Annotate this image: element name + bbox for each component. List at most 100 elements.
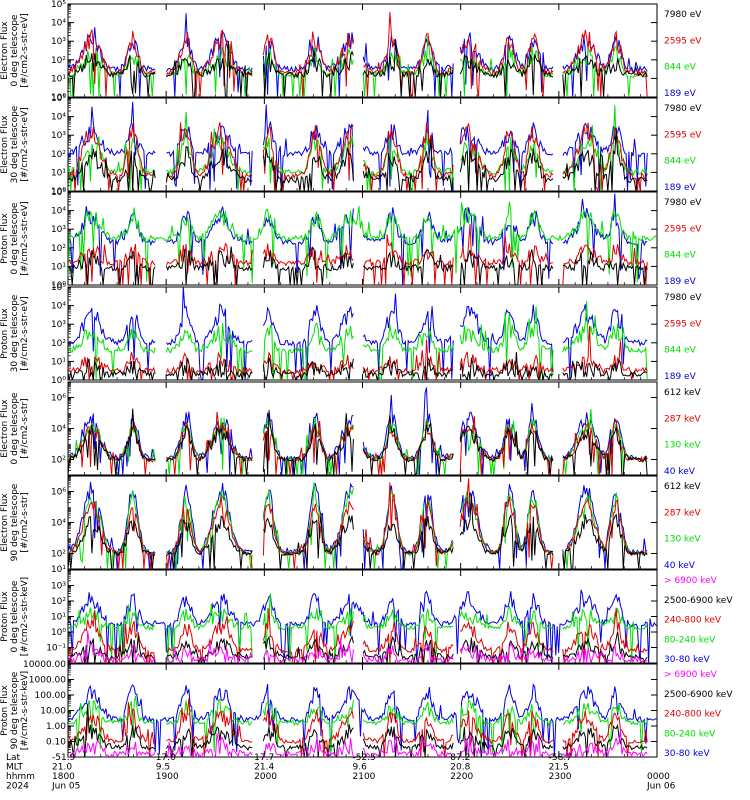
series-line-blue: [68, 387, 648, 475]
y-tick-label: 10⁴: [51, 19, 66, 29]
y-tick-label: 10²: [51, 244, 66, 254]
y-axis-label-line: 0 deg telescope: [10, 14, 20, 86]
series-line-red: [68, 122, 648, 191]
panel-4: 10⁰ 10¹ 10² 10³ 10⁴ 10⁵ TEDProton Flux30 deg t…: [0, 283, 702, 386]
y-tick-label: 10²: [51, 456, 66, 466]
y-tick-label: 10³: [51, 37, 66, 47]
legend-entry: 7980 eV: [664, 198, 702, 208]
time-axis-label: 21.5: [549, 763, 569, 773]
series-line-green: [68, 408, 648, 475]
series-line-red: [68, 698, 648, 757]
y-axis-label-line: [#/cm2-s-str-eV]: [20, 296, 30, 371]
legend-entry: 7980 eV: [664, 10, 702, 20]
traces: [68, 478, 648, 569]
series-line-blue: [68, 589, 657, 663]
legend-entry: 844 eV: [664, 63, 697, 73]
y-tick-label: 10²: [51, 550, 66, 560]
y-tick-label: 10⁵: [51, 188, 66, 198]
y-tick-label: 10²: [51, 339, 66, 349]
y-axis-label-line: [#/cm2-s-str-eV]: [20, 13, 30, 88]
time-axis-label: 1900: [156, 772, 179, 782]
panel-frame: [67, 286, 658, 381]
time-axis-row-label: 2024: [6, 782, 29, 792]
legend-entry: 844 eV: [664, 251, 697, 261]
y-axis-label: TEDProton Flux30 deg telescope[#/cm2-s-s…: [0, 294, 30, 372]
legend-entry: > 6900 keV: [664, 576, 718, 586]
y-axis-label-line: 0 deg telescope: [10, 392, 20, 464]
y-tick-label: 1.00: [46, 722, 66, 732]
panel-frame: [67, 381, 658, 476]
y-axis-label-line: Electron Flux: [0, 399, 10, 458]
y-tick-label: 10¹: [51, 613, 66, 623]
legend-entry: 189 eV: [664, 183, 697, 193]
time-axis-label: 9.5: [156, 763, 170, 773]
legend-entry: 2595 eV: [664, 36, 702, 46]
legend-entry: 80-240 keV: [664, 635, 716, 645]
y-tick-label: 10⁰: [51, 628, 66, 638]
time-axis-row-label: MLT: [6, 763, 24, 773]
time-axis-label: 0000: [647, 772, 670, 782]
y-tick-label: 10⁵: [51, 283, 66, 293]
panel-5: 10² 10⁴ 10⁶ MEPEDElectron Flux0 deg telesco…: [0, 381, 701, 477]
time-axis-label: 17.7: [254, 753, 274, 763]
series-line-magenta: [68, 729, 648, 757]
series-line-red: [68, 325, 648, 380]
legend-entry: 2500-6900 keV: [664, 596, 733, 606]
legend-entry: 2595 eV: [664, 319, 702, 329]
y-axis-label-line: Electron Flux: [0, 115, 10, 174]
y-axis-label-line: Proton Flux: [0, 685, 10, 736]
y-axis-label-line: Proton Flux: [0, 591, 10, 642]
y-tick-label: 0.10: [46, 738, 66, 748]
series-line-black: [68, 246, 648, 285]
panel-frame: [67, 475, 658, 570]
panel-1: 10⁰ 10¹ 10² 10³ 10⁴ 10⁵ TEDElectron Flux0 deg …: [0, 0, 702, 103]
y-tick-label: 100.00: [35, 691, 67, 701]
time-axis-label: 21.0: [52, 763, 72, 773]
y-tick-label: 10⁶: [51, 488, 66, 498]
series-line-blue: [68, 481, 648, 569]
y-axis-label-line: [#/cm2-s-str]: [20, 398, 30, 458]
legend-entry: 612 keV: [664, 482, 701, 492]
legend-entry: 30-80 keV: [664, 655, 710, 665]
time-axis-label: 21.4: [254, 763, 274, 773]
series-line-red: [68, 607, 648, 663]
legend-entry: 30-80 keV: [664, 749, 710, 759]
panel-7: 10⁻¹ 10⁰ 10¹ 10² 10³ MEPEDProton Flux0 deg te…: [0, 569, 733, 665]
series-line-black: [68, 351, 648, 380]
series-line-magenta: [68, 630, 648, 663]
traces: [68, 287, 648, 380]
legend-entry: 2595 eV: [664, 130, 702, 140]
y-axis-label-line: [#/cm2-s-str-eV]: [20, 201, 30, 276]
series-line-black: [68, 408, 648, 475]
legend-entry: 40 keV: [664, 467, 696, 477]
legend-entry: 189 eV: [664, 89, 697, 99]
y-axis-label-line: [#/cm2-s-str]: [20, 492, 30, 552]
legend-entry: 2500-6900 keV: [664, 690, 733, 700]
series-line-green: [68, 301, 648, 380]
time-axis-label: 2200: [450, 772, 473, 782]
time-axis-label: -58.7: [549, 753, 572, 763]
y-axis-label-line: [#/cm2-s-str-keV]: [20, 577, 30, 656]
y-tick-label: 10²: [51, 597, 66, 607]
y-axis-label: TEDElectron Flux30 deg telescope[#/cm2-s…: [0, 105, 30, 183]
legend-entry: 80-240 keV: [664, 729, 716, 739]
traces: [68, 387, 648, 475]
panel-8: 0.10 1.00 10.00 100.00 1000.00 10000.00MEPEDP…: [0, 660, 733, 759]
series-line-black: [68, 127, 648, 191]
y-axis-label-line: 30 deg telescope: [10, 105, 20, 183]
series-line-black: [68, 39, 648, 97]
y-tick-label: 10³: [51, 131, 66, 141]
legend-entry: 7980 eV: [664, 104, 702, 114]
y-tick-label: 10⁰: [51, 93, 66, 103]
time-axis-label: 1800: [52, 772, 75, 782]
time-axis-row-label: Lat: [6, 753, 21, 763]
series-line-red: [68, 223, 648, 285]
time-axis-label: 87.2: [450, 753, 470, 763]
series-line-blue: [68, 287, 648, 380]
time-axis-label: 17.0: [156, 753, 176, 763]
time-axis-label: -52.5: [353, 753, 376, 763]
y-axis-label-line: [#/cm2-s-str-keV]: [20, 671, 30, 750]
legend-entry: 240-800 keV: [664, 710, 722, 720]
